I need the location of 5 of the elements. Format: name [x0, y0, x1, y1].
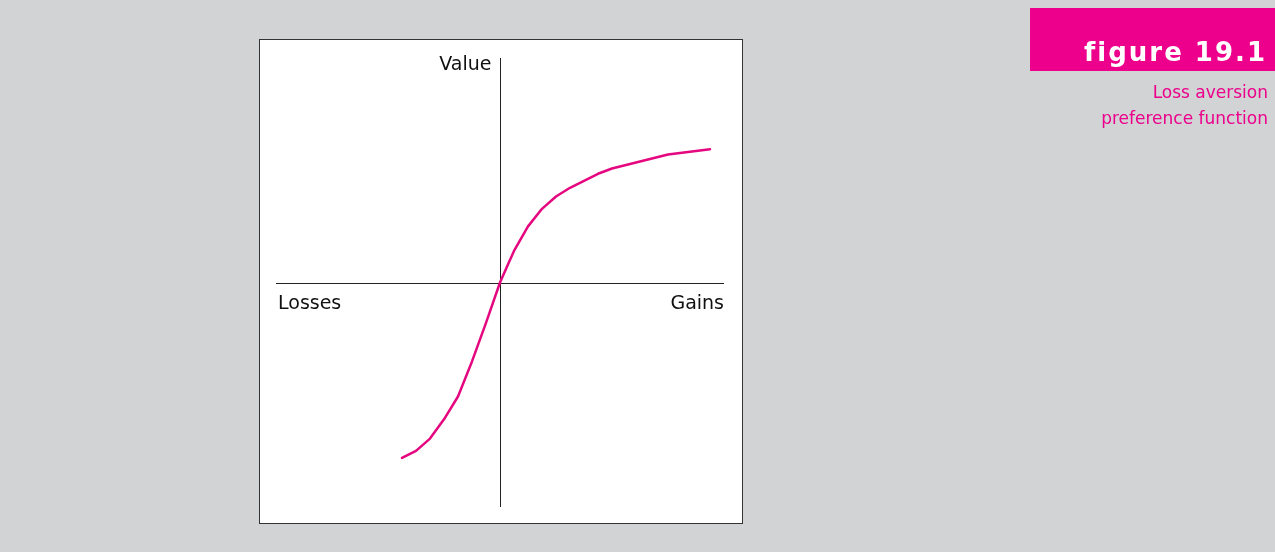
annotation: Losses — [278, 290, 342, 313]
annotation: Gains — [670, 290, 724, 313]
y-axis-title: Value — [439, 52, 492, 75]
text: Loss aversion preference function — [1100, 81, 1268, 130]
text: figure 19.1 — [1083, 37, 1267, 67]
